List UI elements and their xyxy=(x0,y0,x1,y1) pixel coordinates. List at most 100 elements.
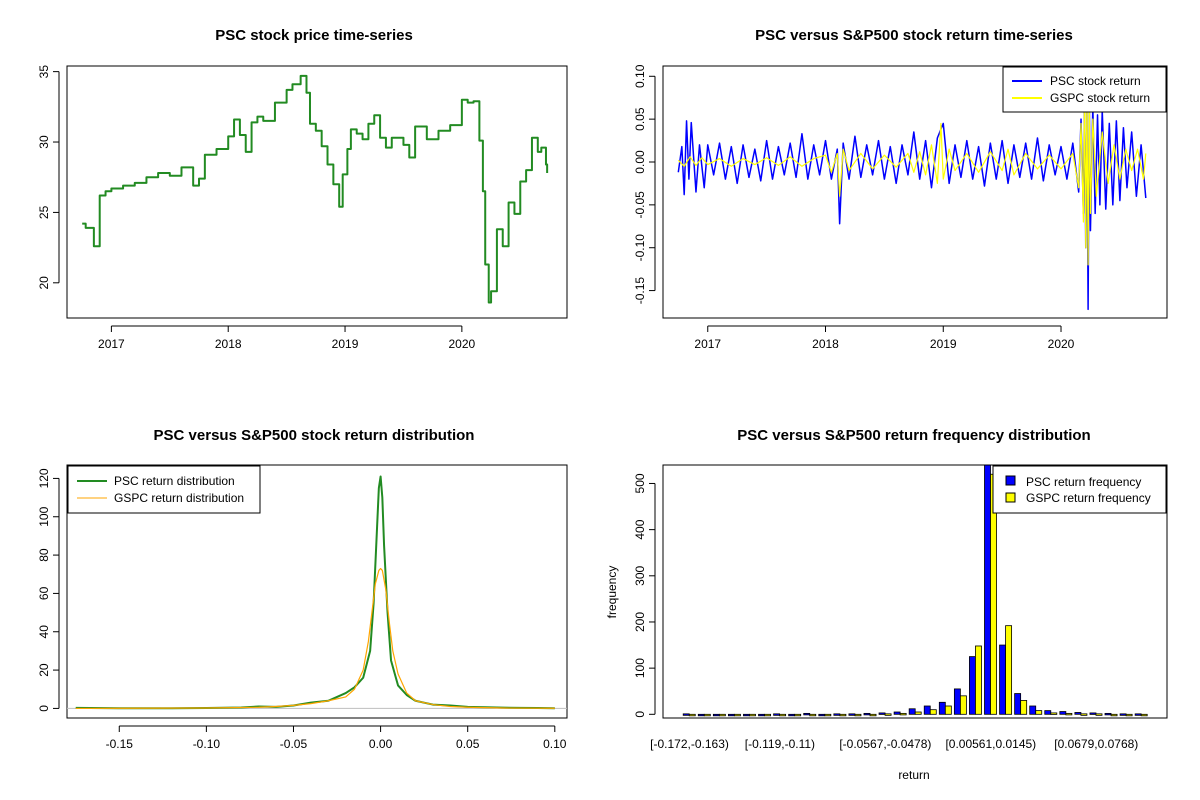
returns-chart-title: PSC versus S&P500 stock return time-seri… xyxy=(755,27,1073,44)
psc-frequency-bar xyxy=(969,656,976,715)
gspc-frequency-bar xyxy=(1065,712,1073,716)
psc-frequency-bar xyxy=(938,701,946,715)
gspc-frequency-bar xyxy=(1080,713,1088,716)
gspc-frequency-bar xyxy=(749,713,756,717)
psc-frequency-bar xyxy=(712,713,720,717)
gspc-frequency-bar xyxy=(809,713,817,717)
psc-frequency-bar xyxy=(848,713,856,716)
psc-frequency-bar xyxy=(1119,713,1127,716)
gspc-frequency-bar xyxy=(1095,713,1103,716)
returns-chart-panel: PSC versus S&P500 stock return time-seri… xyxy=(633,27,1168,351)
frequency-legend-label-gspc: GSPC return frequency xyxy=(1026,491,1151,505)
psc-frequency-bar xyxy=(878,712,886,715)
density-legend: PSC return distribution GSPC return dist… xyxy=(67,465,261,514)
psc-frequency-bar xyxy=(818,713,826,717)
y-tick-label: 0.00 xyxy=(633,150,647,174)
psc-frequency-bar xyxy=(743,713,750,717)
psc-frequency-bar xyxy=(893,711,901,715)
frequency-legend: PSC return frequency GSPC return frequen… xyxy=(992,465,1167,514)
density-legend-box xyxy=(67,465,261,514)
gspc-return-line xyxy=(677,84,1147,266)
psc-price-line xyxy=(82,74,549,304)
x-tick-label: 2017 xyxy=(694,337,721,351)
psc-frequency-bar xyxy=(984,464,991,715)
x-tick-label: 0.05 xyxy=(456,737,480,751)
gspc-frequency-bar xyxy=(1050,712,1058,715)
gspc-frequency-bar xyxy=(824,713,832,717)
y-tick-label: 60 xyxy=(37,586,51,600)
psc-frequency-bar xyxy=(682,713,690,716)
x-tick-label: -0.10 xyxy=(193,737,221,751)
psc-frequency-bar xyxy=(727,713,735,717)
x-tick-label: 2018 xyxy=(215,337,242,351)
gspc-frequency-bar xyxy=(914,711,922,715)
frequency-legend-swatch-gspc xyxy=(1005,492,1016,503)
psc-frequency-bar xyxy=(1044,710,1052,715)
price-y-axis: 20 25 30 35 xyxy=(37,65,60,290)
psc-frequency-bar xyxy=(1104,712,1112,716)
returns-legend-label-gspc: GSPC stock return xyxy=(1050,91,1150,105)
frequency-x-axis: [-0.172,-0.163) [-0.119,-0.11) [-0.0567,-0… xyxy=(650,737,1138,751)
density-chart-title: PSC versus S&P500 stock return distribut… xyxy=(154,427,475,444)
psc-frequency-bar xyxy=(773,713,781,716)
psc-frequency-bar xyxy=(1029,705,1037,715)
psc-frequency-bar xyxy=(1014,693,1022,715)
gspc-frequency-bar xyxy=(839,713,847,717)
x-tick-label: 2019 xyxy=(930,337,957,351)
returns-legend: PSC stock return GSPC stock return xyxy=(1002,66,1167,113)
frequency-y-axis-label: frequency xyxy=(605,566,619,619)
price-chart-title: PSC stock price time-series xyxy=(215,27,413,44)
gspc-frequency-bar xyxy=(869,713,877,717)
x-tick-label: 0.10 xyxy=(543,737,567,751)
y-tick-label: 100 xyxy=(633,658,647,678)
y-tick-label: 20 xyxy=(37,276,51,290)
gspc-frequency-bar xyxy=(1005,625,1013,715)
y-tick-label: 100 xyxy=(37,506,51,526)
gspc-density-line xyxy=(75,567,555,710)
density-series xyxy=(67,475,567,710)
density-y-axis: 0 20 40 60 80 100 120 xyxy=(37,468,60,712)
density-plot-frame xyxy=(66,464,568,719)
x-tick-label: 2019 xyxy=(332,337,359,351)
y-tick-label: 20 xyxy=(37,663,51,677)
y-tick-label: -0.15 xyxy=(633,277,647,305)
price-plot-frame xyxy=(66,65,568,319)
y-tick-label: -0.10 xyxy=(633,234,647,262)
frequency-chart-panel: PSC versus S&P500 return frequency distr… xyxy=(605,427,1168,782)
frequency-legend-label-psc: PSC return frequency xyxy=(1026,475,1141,489)
frequency-legend-box xyxy=(992,465,1167,514)
returns-y-axis: -0.15 -0.10 -0.05 0.00 0.05 0.10 xyxy=(633,64,656,305)
density-legend-label-psc: PSC return distribution xyxy=(114,474,235,488)
price-chart-panel: PSC stock price time-series 2017 2018 2019… xyxy=(37,27,568,351)
density-chart-panel: PSC versus S&P500 stock return distribut… xyxy=(37,427,568,751)
y-tick-label: 0 xyxy=(633,711,647,718)
y-tick-label: 500 xyxy=(633,473,647,493)
gspc-frequency-bar xyxy=(959,695,967,715)
y-tick-label: 0.05 xyxy=(633,107,647,131)
y-tick-label: 300 xyxy=(633,565,647,585)
frequency-chart-title: PSC versus S&P500 return frequency distr… xyxy=(737,427,1090,444)
y-tick-label: -0.05 xyxy=(633,191,647,219)
y-tick-label: 200 xyxy=(633,612,647,632)
x-tick-label: [-0.0567,-0.0478) xyxy=(839,737,931,751)
frequency-plot-frame xyxy=(662,464,1168,719)
x-tick-label: [0.00561,0.0145) xyxy=(945,737,1036,751)
returns-x-axis: 2017 2018 2019 2020 xyxy=(694,325,1075,351)
psc-frequency-bar xyxy=(863,712,871,716)
psc-frequency-bar xyxy=(697,713,705,717)
gspc-frequency-bar xyxy=(975,645,982,715)
returns-legend-box xyxy=(1002,66,1167,113)
y-tick-label: 30 xyxy=(37,135,51,149)
x-tick-label: 2020 xyxy=(449,337,476,351)
gspc-frequency-bar xyxy=(764,713,771,717)
psc-frequency-bar xyxy=(758,713,765,717)
x-tick-label: [-0.172,-0.163) xyxy=(650,737,729,751)
gspc-frequency-bar xyxy=(718,713,726,717)
psc-frequency-bar xyxy=(999,644,1006,715)
frequency-x-axis-label: return xyxy=(898,768,929,782)
gspc-frequency-bar xyxy=(884,713,892,716)
x-tick-label: 2020 xyxy=(1048,337,1075,351)
returns-legend-label-psc: PSC stock return xyxy=(1050,74,1141,88)
returns-plot-frame xyxy=(662,65,1168,319)
